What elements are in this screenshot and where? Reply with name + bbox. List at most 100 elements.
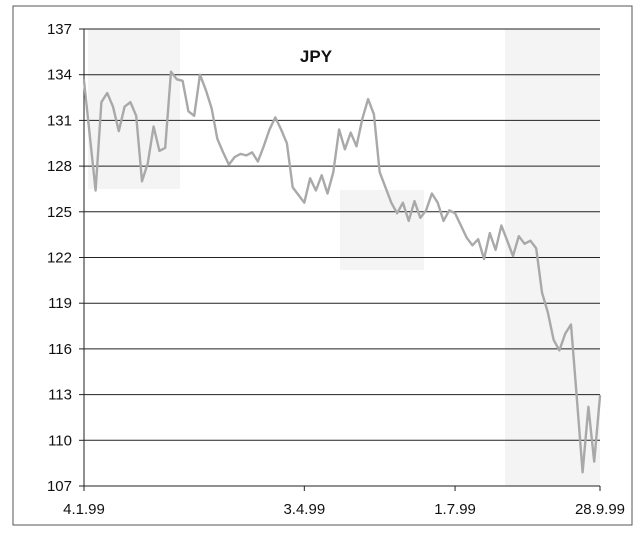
data-point-88 bbox=[593, 460, 596, 463]
data-point-0 bbox=[83, 79, 85, 82]
data-point-56 bbox=[407, 220, 410, 222]
data-point-65 bbox=[460, 224, 462, 227]
data-point-63 bbox=[448, 209, 451, 212]
data-point-52 bbox=[384, 186, 387, 189]
data-point-20 bbox=[199, 73, 201, 76]
data-point-39 bbox=[309, 177, 311, 180]
data-point-32 bbox=[268, 128, 271, 131]
data-point-86 bbox=[581, 471, 584, 474]
data-point-5 bbox=[112, 105, 114, 108]
data-point-22 bbox=[210, 107, 213, 110]
data-point-10 bbox=[141, 180, 143, 183]
data-point-61 bbox=[436, 201, 439, 204]
data-point-69 bbox=[483, 258, 485, 260]
y-tick-label-122: 122 bbox=[47, 250, 72, 267]
data-point-36 bbox=[291, 186, 294, 189]
data-point-78 bbox=[535, 247, 538, 250]
data-point-89 bbox=[599, 395, 601, 397]
series-layer bbox=[82, 70, 602, 474]
data-point-47 bbox=[355, 145, 358, 148]
data-point-66 bbox=[465, 236, 468, 239]
data-point-38 bbox=[303, 201, 306, 204]
data-point-68 bbox=[477, 238, 480, 241]
data-point-84 bbox=[570, 323, 572, 326]
y-tick-label-119: 119 bbox=[48, 295, 72, 312]
data-point-16 bbox=[175, 78, 178, 81]
data-point-83 bbox=[564, 332, 567, 335]
data-point-74 bbox=[512, 255, 514, 257]
y-tick-label-110: 110 bbox=[48, 432, 72, 449]
data-point-8 bbox=[129, 101, 132, 103]
y-tick-label-113: 113 bbox=[48, 387, 72, 404]
data-point-29 bbox=[251, 151, 253, 154]
data-point-1 bbox=[88, 134, 91, 137]
y-tick-label-128: 128 bbox=[47, 158, 72, 175]
data-point-45 bbox=[344, 148, 346, 151]
data-point-62 bbox=[442, 220, 445, 222]
data-point-4 bbox=[106, 92, 108, 94]
background-shade-1 bbox=[340, 190, 424, 270]
series-line-0 bbox=[82, 70, 602, 474]
data-point-41 bbox=[320, 174, 323, 177]
data-point-6 bbox=[117, 130, 120, 132]
data-point-2 bbox=[94, 189, 97, 192]
data-point-25 bbox=[228, 163, 230, 166]
data-point-67 bbox=[471, 244, 474, 247]
data-point-9 bbox=[135, 115, 137, 117]
data-point-82 bbox=[558, 349, 561, 352]
chart-title: JPY bbox=[300, 47, 333, 66]
data-point-73 bbox=[506, 239, 509, 242]
y-tick-label-131: 131 bbox=[47, 112, 72, 129]
data-point-27 bbox=[239, 153, 242, 155]
data-point-23 bbox=[216, 137, 219, 140]
data-point-37 bbox=[297, 194, 300, 196]
y-tick-label-116: 116 bbox=[48, 341, 72, 358]
y-tick-label-137: 137 bbox=[47, 21, 72, 38]
data-point-26 bbox=[233, 156, 236, 158]
axes bbox=[83, 29, 601, 491]
data-point-15 bbox=[170, 70, 172, 73]
data-point-43 bbox=[332, 171, 335, 173]
data-point-75 bbox=[518, 235, 520, 237]
data-point-44 bbox=[338, 128, 340, 131]
data-point-31 bbox=[262, 145, 265, 148]
data-point-28 bbox=[245, 154, 248, 157]
data-point-14 bbox=[164, 147, 166, 149]
data-point-19 bbox=[193, 115, 195, 117]
data-point-12 bbox=[152, 125, 155, 128]
data-point-54 bbox=[396, 212, 398, 215]
data-point-35 bbox=[286, 142, 288, 145]
data-point-79 bbox=[541, 291, 543, 294]
x-tick-label-3: 28.9.99 bbox=[575, 501, 625, 518]
data-point-48 bbox=[361, 118, 364, 120]
data-point-76 bbox=[523, 242, 526, 245]
y-tick-label-134: 134 bbox=[47, 67, 72, 84]
data-point-77 bbox=[529, 239, 532, 242]
data-point-46 bbox=[349, 131, 352, 134]
data-point-7 bbox=[123, 105, 126, 108]
data-point-34 bbox=[280, 128, 282, 131]
data-point-24 bbox=[222, 151, 224, 154]
data-point-60 bbox=[431, 192, 433, 195]
data-point-85 bbox=[576, 396, 578, 399]
data-point-51 bbox=[378, 171, 381, 173]
y-tick-labels: 107 110 113 116 119 122 125 128 131 134 137 bbox=[47, 21, 72, 495]
x-tick-labels: 4.1.99 3.4.99 1.7.99 28.9.99 bbox=[63, 501, 625, 518]
data-point-50 bbox=[373, 113, 375, 116]
data-point-58 bbox=[419, 217, 422, 219]
data-point-53 bbox=[390, 201, 393, 204]
data-point-30 bbox=[257, 160, 259, 163]
data-point-59 bbox=[425, 209, 427, 212]
data-point-42 bbox=[326, 192, 329, 195]
data-point-71 bbox=[494, 249, 497, 251]
data-point-49 bbox=[367, 98, 369, 100]
data-point-21 bbox=[204, 89, 207, 91]
data-point-33 bbox=[274, 116, 277, 119]
data-point-55 bbox=[402, 201, 404, 204]
x-tick-label-0: 4.1.99 bbox=[63, 501, 105, 518]
data-point-13 bbox=[158, 150, 161, 152]
y-tick-label-107: 107 bbox=[47, 478, 72, 495]
data-point-64 bbox=[454, 212, 456, 215]
